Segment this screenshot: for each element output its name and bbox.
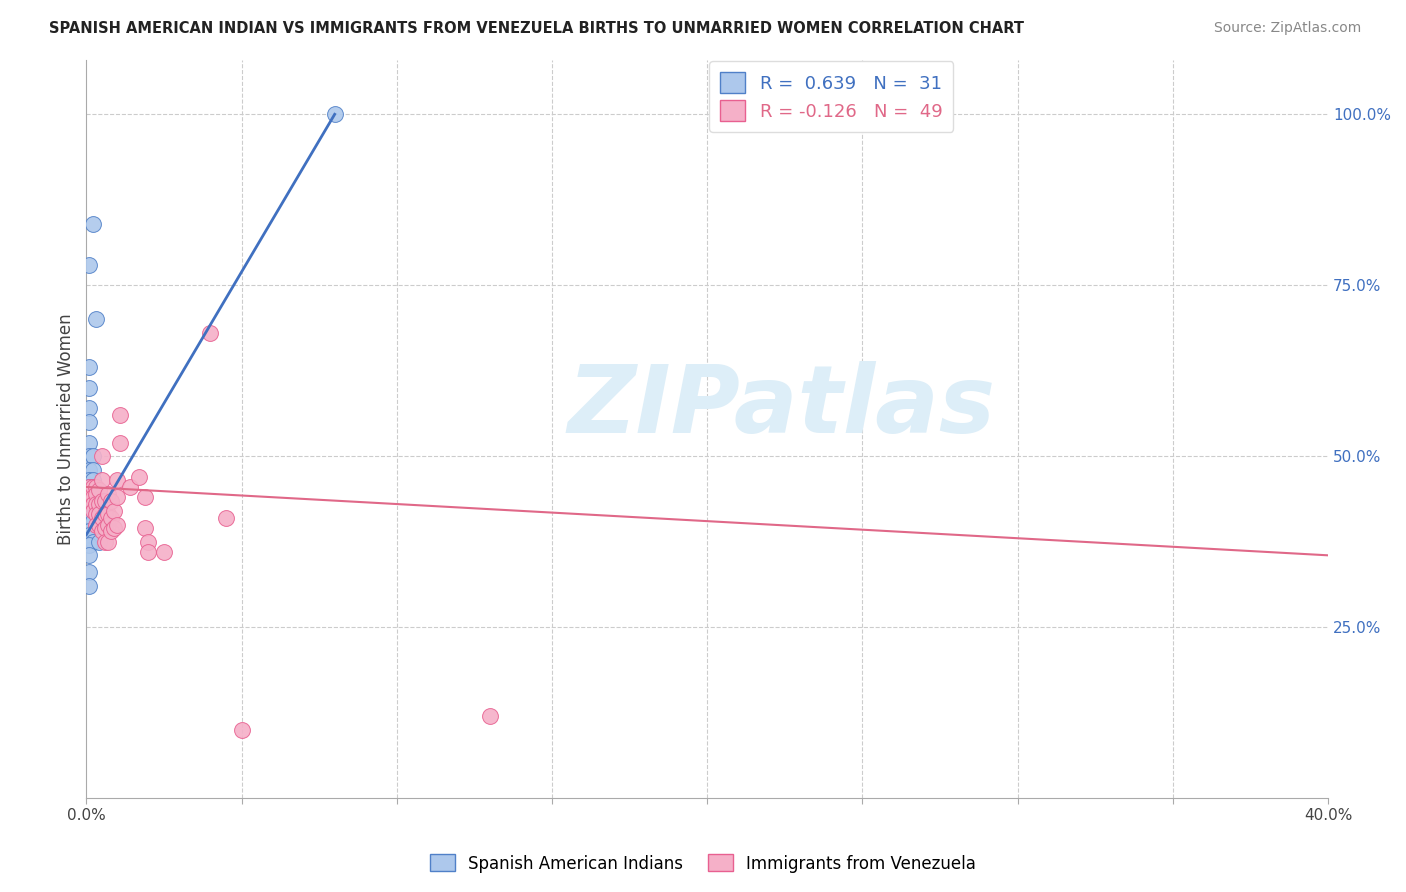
Point	[79, 415, 101, 429]
Point	[79, 524, 101, 539]
Point	[100, 493, 122, 508]
Point	[82, 480, 104, 494]
Point	[79, 538, 101, 552]
Point	[82, 490, 104, 504]
Point	[87, 534, 110, 549]
Point	[97, 487, 120, 501]
Point	[97, 534, 120, 549]
Point	[79, 449, 101, 463]
Point	[128, 469, 150, 483]
Point	[79, 401, 101, 416]
Point	[94, 521, 117, 535]
Point	[90, 524, 112, 539]
Point	[110, 435, 132, 450]
Point	[200, 326, 222, 340]
Point	[153, 545, 176, 559]
Point	[103, 504, 125, 518]
Point	[138, 534, 160, 549]
Point	[94, 508, 117, 522]
Legend: R =  0.639   N =  31, R = -0.126   N =  49: R = 0.639 N = 31, R = -0.126 N = 49	[710, 62, 953, 132]
Point	[105, 490, 128, 504]
Y-axis label: Births to Unmarried Women: Births to Unmarried Women	[58, 313, 75, 545]
Point	[87, 497, 110, 511]
Legend: Spanish American Indians, Immigrants from Venezuela: Spanish American Indians, Immigrants fro…	[423, 847, 983, 880]
Text: ZIPatlas: ZIPatlas	[568, 360, 995, 452]
Point	[79, 480, 101, 494]
Point	[79, 549, 101, 563]
Point	[84, 487, 107, 501]
Point	[79, 579, 101, 593]
Point	[94, 493, 117, 508]
Point	[79, 566, 101, 580]
Point	[79, 360, 101, 375]
Point	[82, 463, 104, 477]
Point	[90, 510, 112, 524]
Point	[105, 473, 128, 487]
Point	[90, 473, 112, 487]
Point	[118, 480, 141, 494]
Point	[87, 483, 110, 498]
Point	[97, 517, 120, 532]
Point	[94, 534, 117, 549]
Point	[82, 497, 104, 511]
Point	[100, 510, 122, 524]
Point	[79, 463, 101, 477]
Point	[478, 709, 501, 723]
Point	[100, 524, 122, 539]
Point	[82, 480, 104, 494]
Point	[79, 504, 101, 518]
Point	[79, 510, 101, 524]
Point	[82, 473, 104, 487]
Point	[79, 381, 101, 395]
Point	[134, 490, 156, 504]
Point	[90, 493, 112, 508]
Point	[84, 508, 107, 522]
Point	[110, 408, 132, 422]
Point	[90, 449, 112, 463]
Point	[97, 508, 120, 522]
Point	[87, 508, 110, 522]
Point	[79, 490, 101, 504]
Point	[82, 217, 104, 231]
Point	[79, 435, 101, 450]
Point	[84, 517, 107, 532]
Point	[82, 534, 104, 549]
Point	[134, 521, 156, 535]
Point	[82, 487, 104, 501]
Point	[105, 517, 128, 532]
Point	[231, 723, 253, 737]
Point	[79, 528, 101, 542]
Text: SPANISH AMERICAN INDIAN VS IMMIGRANTS FROM VENEZUELA BIRTHS TO UNMARRIED WOMEN C: SPANISH AMERICAN INDIAN VS IMMIGRANTS FR…	[49, 21, 1024, 36]
Point	[323, 107, 346, 121]
Point	[215, 510, 238, 524]
Point	[79, 473, 101, 487]
Point	[82, 497, 104, 511]
Point	[84, 312, 107, 326]
Point	[84, 497, 107, 511]
Point	[79, 258, 101, 272]
Point	[138, 545, 160, 559]
Point	[82, 514, 104, 528]
Point	[84, 480, 107, 494]
Point	[79, 480, 101, 494]
Point	[82, 504, 104, 518]
Point	[82, 449, 104, 463]
Text: Source: ZipAtlas.com: Source: ZipAtlas.com	[1213, 21, 1361, 35]
Point	[103, 521, 125, 535]
Point	[79, 490, 101, 504]
Point	[87, 517, 110, 532]
